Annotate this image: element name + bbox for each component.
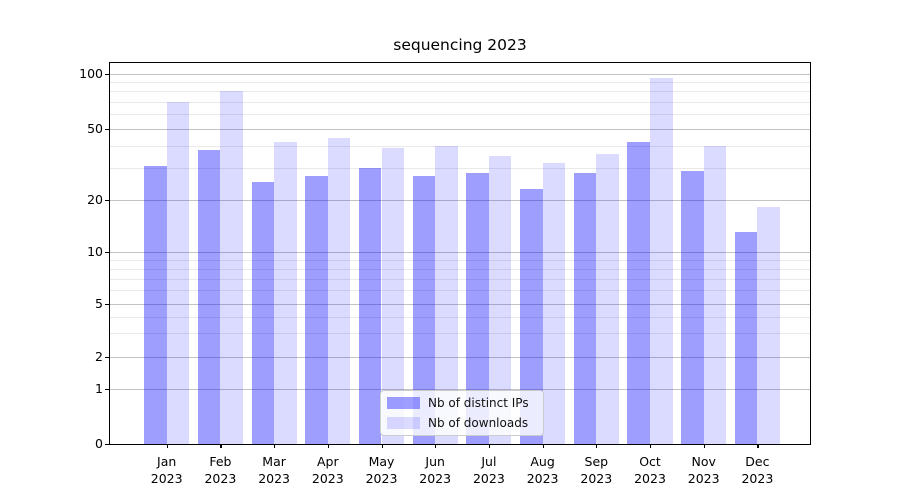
y-tick-label: 10	[87, 244, 103, 259]
legend-item-downloads: Nb of downloads	[387, 415, 543, 432]
x-tick-mark	[650, 444, 652, 448]
bar-distinct-ips-aug	[520, 188, 543, 444]
bar-downloads-mar	[274, 142, 297, 444]
x-tick-label: Mar 2023	[258, 453, 290, 486]
minor-gridline	[110, 316, 810, 318]
x-tick-mark	[542, 444, 544, 448]
bar-downloads-jul	[488, 156, 512, 444]
chart-title: sequencing 2023	[393, 36, 527, 54]
y-tick-mark	[105, 357, 109, 359]
legend-swatch-distinct-ips	[387, 397, 420, 409]
x-tick-mark	[327, 444, 329, 448]
bar-downloads-sep	[596, 153, 619, 444]
legend: Nb of distinct IPs Nb of downloads	[380, 390, 544, 436]
x-tick-label: Oct 2023	[634, 453, 666, 486]
x-tick-label: Feb 2023	[204, 453, 237, 486]
y-tick-mark	[105, 252, 109, 254]
x-tick-label: Aug 2023	[526, 453, 559, 486]
y-tick-label: 20	[87, 191, 103, 207]
minor-gridline	[110, 278, 810, 280]
major-gridline	[110, 128, 810, 130]
bar-distinct-ips-jan	[144, 165, 167, 444]
y-tick-mark	[105, 388, 109, 390]
bar-distinct-ips-may	[358, 168, 382, 444]
x-tick-mark	[381, 444, 383, 448]
bar-distinct-ips-sep	[573, 173, 597, 444]
y-tick-label: 5	[95, 295, 103, 311]
y-tick-label: 2	[95, 349, 103, 364]
bar-distinct-ips-feb	[197, 149, 221, 444]
y-tick-label: 50	[87, 120, 103, 136]
minor-gridline	[110, 259, 810, 261]
bar-downloads-may	[381, 147, 405, 444]
x-tick-label: Jun 2023	[419, 453, 452, 486]
legend-label-distinct-ips: Nb of distinct IPs	[428, 396, 529, 410]
minor-gridline	[110, 101, 810, 103]
x-tick-mark	[220, 444, 222, 448]
bar-downloads-dec	[757, 207, 780, 444]
minor-gridline	[110, 145, 810, 147]
legend-swatch-downloads	[387, 417, 420, 429]
legend-label-downloads: Nb of downloads	[428, 416, 529, 430]
x-tick-label: Dec 2023	[741, 453, 774, 486]
x-tick-mark	[435, 444, 437, 448]
minor-gridline	[110, 91, 810, 93]
minor-gridline	[110, 168, 810, 170]
plot-area	[110, 63, 810, 444]
bar-downloads-apr	[327, 138, 351, 444]
minor-gridline	[110, 114, 810, 116]
bar-downloads-feb	[220, 91, 243, 444]
bar-distinct-ips-apr	[305, 176, 328, 444]
x-tick-label: Sep 2023	[580, 453, 613, 486]
y-tick-mark	[105, 128, 109, 130]
y-tick-label: 100	[79, 65, 103, 81]
y-tick-label: 0	[95, 435, 103, 451]
bar-distinct-ips-jun	[412, 176, 436, 444]
y-tick-mark	[105, 443, 109, 445]
x-tick-mark	[274, 444, 276, 448]
x-tick-label: Nov 2023	[687, 453, 720, 486]
major-gridline	[110, 303, 810, 305]
y-tick-label: 1	[95, 380, 103, 396]
minor-gridline	[110, 268, 810, 270]
bar-distinct-ips-dec	[734, 232, 758, 444]
bar-downloads-aug	[542, 163, 566, 444]
y-tick-mark	[105, 199, 109, 201]
bar-downloads-jan	[166, 101, 190, 444]
x-tick-mark	[488, 444, 491, 448]
x-tick-label: Apr 2023	[311, 453, 344, 486]
x-tick-mark	[703, 444, 705, 448]
x-tick-mark	[757, 444, 759, 448]
bar-distinct-ips-nov	[681, 170, 704, 444]
bar-downloads-oct	[650, 77, 673, 444]
major-gridline	[110, 388, 810, 390]
x-tick-label: Jul 2023	[472, 453, 505, 486]
bar-distinct-ips-mar	[251, 182, 275, 444]
minor-gridline	[110, 333, 810, 335]
bar-downloads-jun	[435, 145, 458, 444]
minor-gridline	[110, 81, 810, 83]
major-gridline	[110, 357, 810, 358]
x-tick-label: Jan 2023	[150, 453, 183, 486]
major-gridline	[110, 73, 810, 75]
bar-distinct-ips-oct	[627, 142, 650, 444]
major-gridline	[110, 252, 810, 253]
major-gridline	[110, 199, 810, 201]
x-tick-label: May 2023	[365, 453, 398, 486]
bar-distinct-ips-jul	[466, 173, 489, 444]
legend-item-distinct-ips: Nb of distinct IPs	[387, 395, 543, 412]
y-tick-mark	[105, 303, 109, 305]
x-tick-mark	[166, 444, 168, 448]
x-tick-mark	[596, 444, 598, 448]
minor-gridline	[110, 289, 810, 291]
y-tick-mark	[105, 73, 109, 75]
bar-downloads-nov	[703, 145, 727, 444]
